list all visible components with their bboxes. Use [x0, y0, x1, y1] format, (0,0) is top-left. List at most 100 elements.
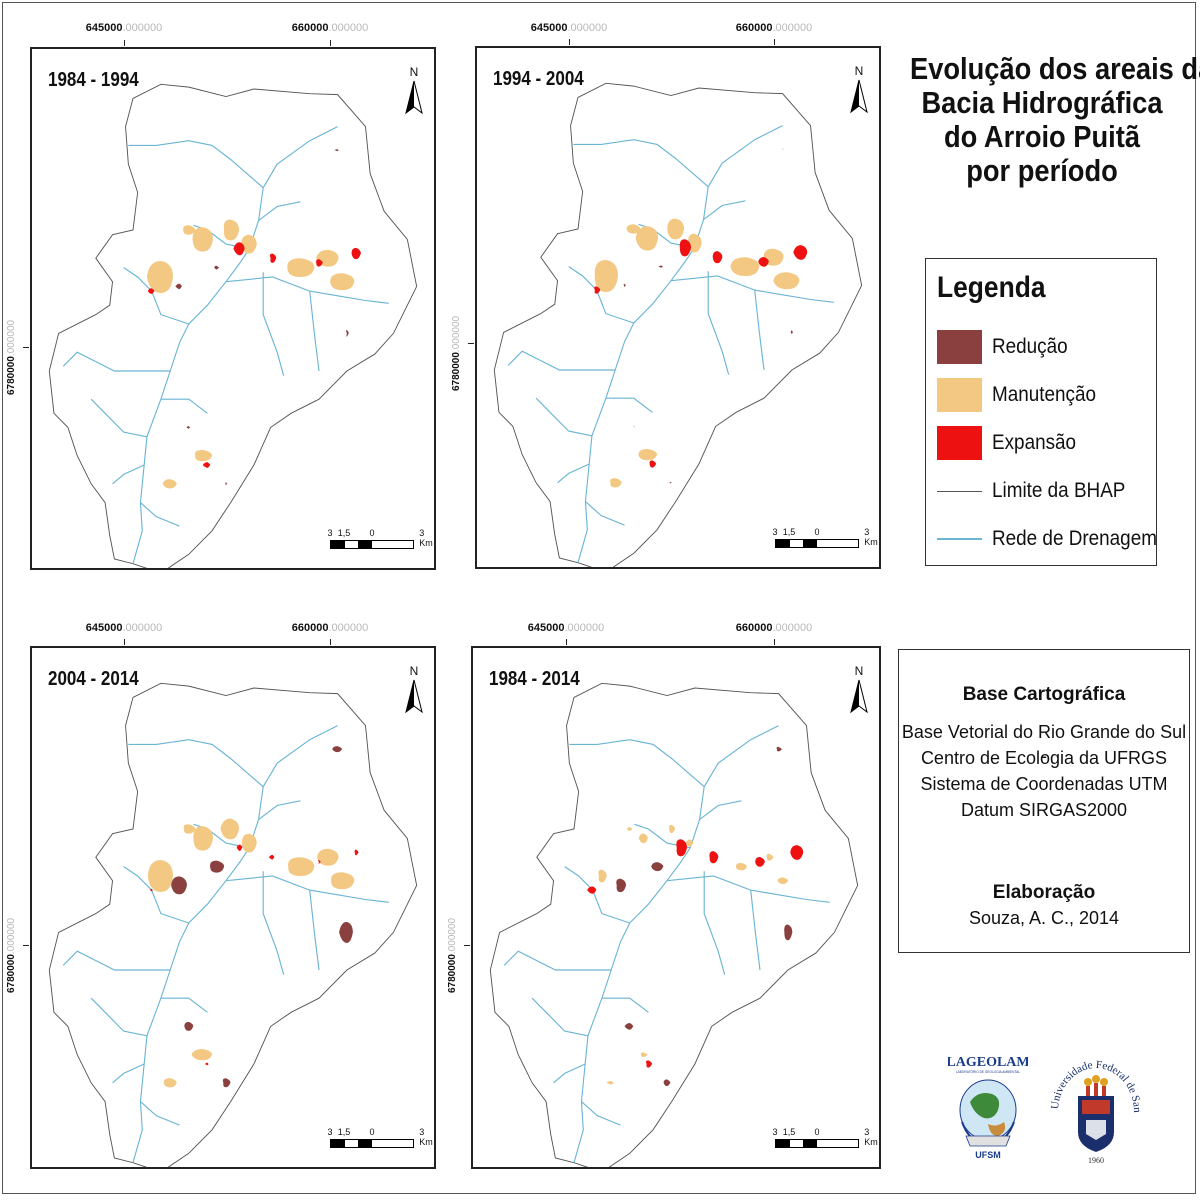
legend-line: [937, 538, 982, 540]
north-label: N: [854, 664, 864, 678]
drainage-line: [62, 950, 171, 971]
sand-patch-expansao: [351, 247, 361, 260]
title-line: Evolução dos areais da: [910, 51, 1200, 86]
lageolam-sub: LABORATÓRIO DE GEOLOGIA AMBIENTAL: [956, 1069, 1020, 1074]
drainage-line: [707, 271, 730, 375]
sand-patch-reducao: [658, 265, 664, 268]
sand-patch-expansao: [709, 851, 719, 864]
sand-patch-manutencao: [640, 1052, 648, 1057]
sand-patch-reducao: [624, 1023, 634, 1030]
y-coordinate-label: 6780000.000000: [6, 917, 17, 993]
drainage-line: [258, 800, 301, 821]
scale-label: 0: [369, 1127, 375, 1137]
sand-patch-manutencao: [146, 261, 173, 293]
sand-patch-manutencao: [763, 248, 784, 266]
sand-patch-manutencao: [240, 234, 257, 254]
period-label: 1994 - 2004: [493, 68, 584, 90]
drainage-line: [577, 125, 783, 563]
sand-patch-manutencao: [193, 826, 213, 851]
x-tick: [774, 639, 775, 645]
legend-label: Expansão: [992, 431, 1077, 454]
drainage-line: [140, 502, 180, 527]
sand-patch-manutencao: [638, 833, 648, 844]
legend-label: Rede de Drenagem: [992, 527, 1157, 550]
x-coordinate-label: 645000.000000: [85, 22, 163, 34]
x-coordinate-label: 645000.000000: [85, 622, 163, 634]
sand-patch-expansao: [270, 253, 277, 263]
legend-item-expansao: Expansão: [937, 425, 1085, 461]
basin-map: [489, 682, 859, 1167]
sand-patch-manutencao: [162, 479, 177, 489]
x-coordinate-label: 660000.000000: [735, 22, 813, 34]
sand-patch-expansao: [318, 860, 321, 864]
sand-patch-reducao: [790, 330, 794, 335]
sand-patch-reducao: [623, 283, 626, 288]
drainage-line: [140, 1101, 180, 1126]
basin-boundary: [48, 83, 418, 568]
drainage-line: [90, 997, 148, 1037]
drainage-line: [569, 739, 705, 788]
x-coordinate-label: 645000.000000: [530, 22, 608, 34]
drainage-line: [553, 1063, 586, 1084]
y-tick: [464, 945, 470, 946]
sand-patch-manutencao: [192, 227, 213, 252]
legend-swatch: [937, 378, 982, 412]
legend-label: Redução: [992, 335, 1068, 358]
sand-patch-manutencao: [288, 857, 315, 876]
sand-patch-expansao: [755, 857, 765, 867]
scale-label: 3: [772, 527, 778, 537]
scale-label: 3: [772, 1127, 778, 1137]
sand-patch-reducao: [175, 283, 182, 290]
scale-label: 1,5: [337, 1127, 351, 1137]
scale-bar: 3 1,5 0 3 Km: [772, 527, 878, 548]
sand-patch-reducao: [184, 1021, 194, 1031]
base-cartografica-box: Base Cartográfica Base Vetorial do Rio G…: [898, 649, 1190, 953]
sand-patch-manutencao: [220, 818, 240, 840]
legend-label: Manutenção: [992, 383, 1097, 406]
legend-line: [937, 490, 982, 492]
sand-patch-manutencao: [317, 848, 339, 866]
north-arrow-icon: N: [847, 664, 871, 719]
scale-label: 3 Km: [419, 1127, 433, 1147]
sand-patch-manutencao: [183, 225, 196, 235]
sand-patch-reducao: [345, 330, 349, 337]
basin-boundary: [48, 682, 418, 1167]
sand-patch-expansao: [233, 242, 245, 256]
sand-patch-manutencao: [287, 258, 315, 277]
sand-patch-manutencao: [627, 827, 633, 831]
sand-patch-expansao: [205, 1062, 209, 1066]
sand-patch-reducao: [222, 1078, 231, 1088]
legend-title: Legenda: [937, 271, 1046, 304]
legend-swatch: [937, 426, 982, 460]
sand-patch-manutencao: [730, 257, 760, 276]
north-arrow-icon: N: [402, 664, 426, 719]
sand-patch-reducao: [776, 746, 782, 752]
sand-patch-manutencao: [667, 218, 685, 240]
base-line: Sistema de Coordenadas UTM: [920, 774, 1168, 794]
drainage-line: [112, 1063, 145, 1084]
title-line: por período: [966, 153, 1118, 189]
sand-patch-manutencao: [330, 273, 355, 291]
sand-patch-expansao: [202, 462, 211, 468]
sand-patch-reducao: [186, 425, 191, 429]
period-label: 1984 - 2014: [489, 668, 580, 690]
drainage-line: [605, 397, 653, 413]
legend-item-reducao: Redução: [937, 329, 1076, 365]
sand-patch-manutencao: [610, 478, 622, 488]
y-coordinate-label: 6780000.000000: [451, 315, 462, 391]
sand-patch-manutencao: [331, 872, 355, 890]
sand-patch-manutencao: [147, 860, 173, 892]
base-line: Centro de Ecologia da UFRGS: [920, 748, 1168, 768]
drainage-line: [160, 398, 208, 414]
basin-map: [493, 82, 863, 567]
scale-bar: 3 1,5 0 3 Km: [772, 1127, 878, 1148]
base-line: Datum SIRGAS2000: [960, 800, 1128, 820]
sand-patch-manutencao: [163, 1078, 177, 1088]
drainage-line: [225, 875, 389, 903]
drainage-line: [132, 725, 338, 1163]
drainage-line: [699, 800, 742, 821]
drainage-line: [262, 871, 285, 975]
x-tick: [774, 39, 775, 45]
sand-patch-expansao: [646, 1060, 653, 1068]
sand-patch-reducao: [339, 921, 353, 943]
